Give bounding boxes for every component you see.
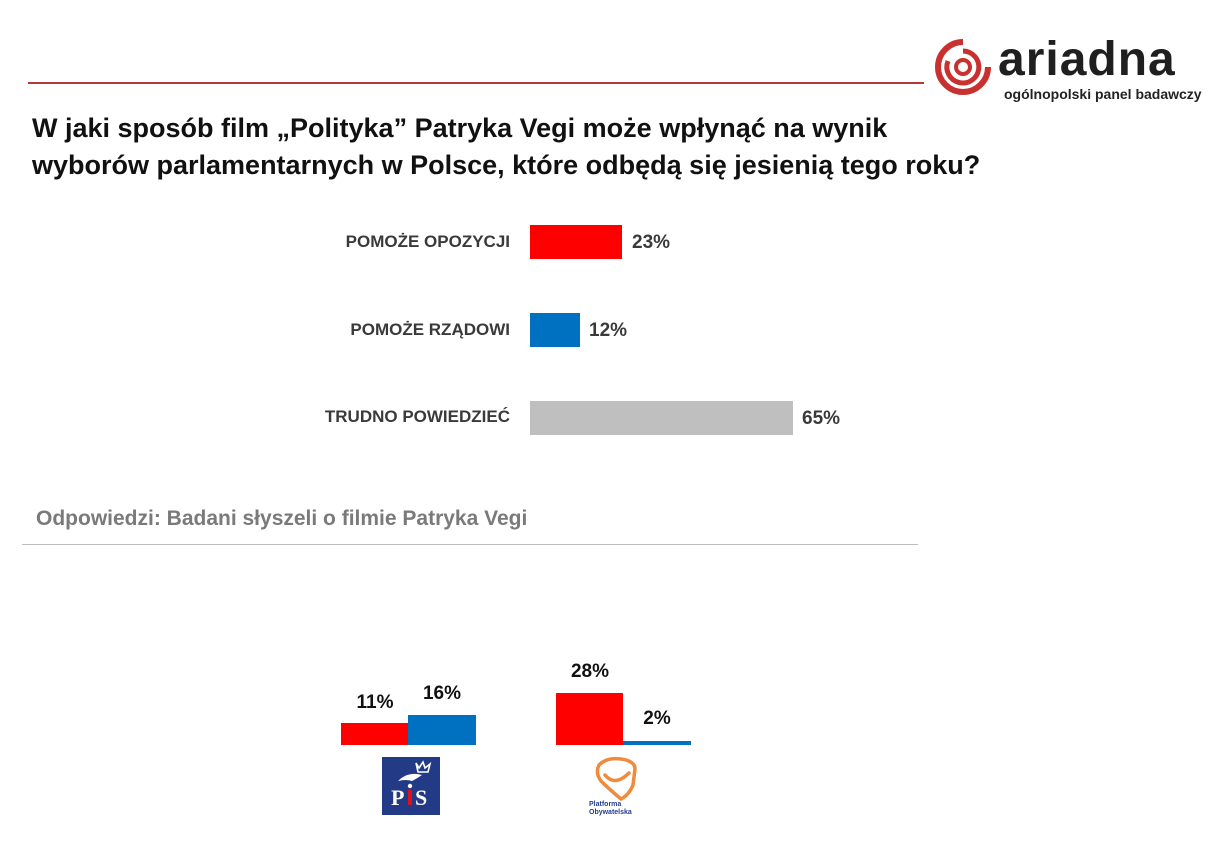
bar-po-government xyxy=(623,741,691,745)
value-pis-opposition: 11% xyxy=(356,692,394,713)
value-government: 12% xyxy=(589,320,628,341)
po-logo-text-line-2: Obywatelska xyxy=(589,809,632,816)
po-smile-icon xyxy=(595,756,637,801)
header-divider xyxy=(28,82,924,84)
ariadna-logo: ariadna ogólnopolski panel badawczy xyxy=(934,33,1206,108)
value-po-government: 2% xyxy=(643,708,671,729)
pis-eagle-crown-icon: P S xyxy=(391,760,432,810)
bar-opposition xyxy=(530,225,622,259)
category-label-opposition: POMOŻE OPOZYCJI xyxy=(345,232,510,251)
question-title: W jaki sposób film „Polityka” Patryka Ve… xyxy=(32,110,992,184)
pis-logo: P S xyxy=(382,757,440,815)
question-line-2: wyborów parlamentarnych w Polsce, które … xyxy=(32,150,981,180)
value-opposition: 23% xyxy=(632,232,671,253)
po-logo-text-line-1: Platforma xyxy=(589,801,622,808)
bar-pis-government xyxy=(408,715,476,745)
bar-pis-opposition xyxy=(341,723,408,745)
logo-tagline: ogólnopolski panel badawczy xyxy=(1004,86,1202,102)
value-po-opposition: 28% xyxy=(570,661,610,682)
question-line-1: W jaki sposób film „Polityka” Patryka Ve… xyxy=(32,113,888,143)
value-pis-government: 16% xyxy=(422,683,462,704)
bar-unsure xyxy=(530,401,793,435)
bar-po-opposition xyxy=(556,693,623,745)
svg-text:S: S xyxy=(415,785,427,810)
platforma-obywatelska-logo: Platforma Obywatelska xyxy=(585,755,647,821)
respondents-note: Odpowiedzi: Badani słyszeli o filmie Pat… xyxy=(36,507,528,530)
bar-government xyxy=(530,313,580,347)
svg-text:P: P xyxy=(391,785,404,810)
category-label-unsure: TRUDNO POWIEDZIEĆ xyxy=(324,407,510,426)
category-label-government: POMOŻE RZĄDOWI xyxy=(350,320,510,339)
note-divider xyxy=(22,544,918,545)
value-unsure: 65% xyxy=(802,408,841,429)
ariadna-spiral-icon xyxy=(935,39,991,95)
logo-wordmark: ariadna xyxy=(998,33,1176,86)
